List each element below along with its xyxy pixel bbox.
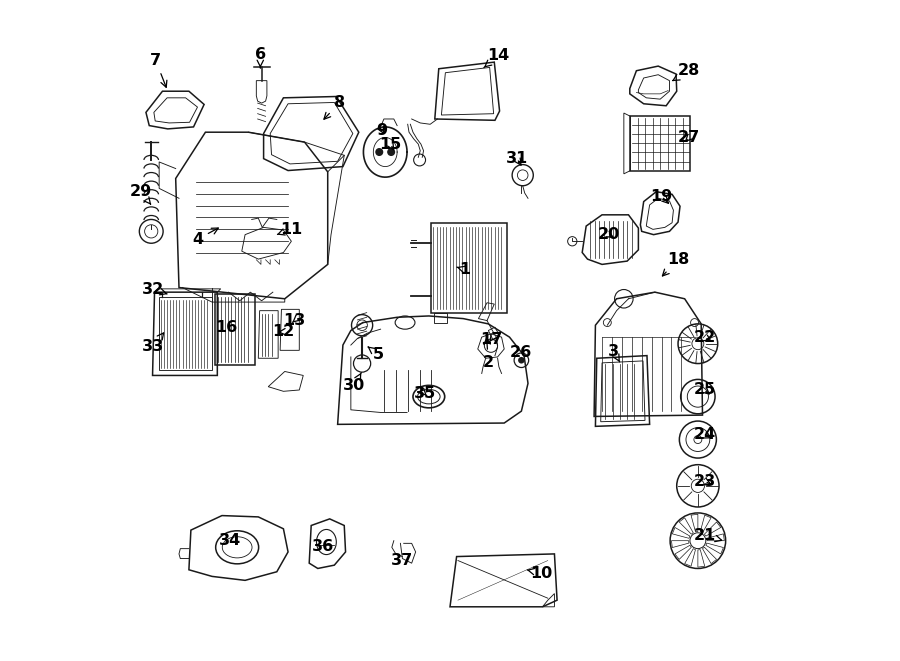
Text: 30: 30 bbox=[343, 373, 365, 393]
Text: 15: 15 bbox=[380, 137, 401, 152]
Text: 33: 33 bbox=[142, 333, 165, 354]
Text: 34: 34 bbox=[219, 533, 241, 547]
Text: 3: 3 bbox=[608, 344, 620, 362]
Text: 6: 6 bbox=[255, 48, 266, 68]
Text: 10: 10 bbox=[527, 566, 553, 580]
Text: 24: 24 bbox=[693, 428, 716, 442]
Text: 22: 22 bbox=[693, 330, 716, 344]
Text: 8: 8 bbox=[324, 95, 346, 119]
Text: 4: 4 bbox=[192, 228, 219, 247]
Text: 27: 27 bbox=[679, 130, 700, 145]
Text: 29: 29 bbox=[130, 184, 152, 204]
Text: 9: 9 bbox=[376, 123, 388, 137]
Text: 25: 25 bbox=[693, 383, 716, 397]
Circle shape bbox=[376, 149, 382, 155]
Text: 17: 17 bbox=[480, 332, 502, 347]
Text: 37: 37 bbox=[392, 553, 413, 568]
Circle shape bbox=[518, 357, 525, 364]
Text: 16: 16 bbox=[215, 320, 238, 334]
Text: 21: 21 bbox=[693, 528, 722, 543]
Text: 12: 12 bbox=[273, 325, 294, 339]
Text: 11: 11 bbox=[277, 222, 302, 237]
Text: 7: 7 bbox=[150, 54, 166, 87]
Text: 32: 32 bbox=[142, 282, 167, 297]
Text: 35: 35 bbox=[414, 387, 436, 401]
Text: 20: 20 bbox=[598, 227, 620, 242]
Text: 28: 28 bbox=[672, 63, 700, 81]
Text: 13: 13 bbox=[284, 313, 306, 328]
Text: 18: 18 bbox=[662, 253, 689, 276]
Text: 23: 23 bbox=[693, 474, 716, 488]
Text: 14: 14 bbox=[484, 48, 509, 67]
Text: 26: 26 bbox=[509, 346, 532, 360]
Circle shape bbox=[388, 149, 394, 155]
Text: 31: 31 bbox=[506, 151, 528, 166]
Text: 1: 1 bbox=[457, 262, 471, 277]
Text: 19: 19 bbox=[651, 189, 672, 204]
Text: 5: 5 bbox=[368, 347, 384, 362]
Text: 2: 2 bbox=[482, 338, 494, 369]
Text: 36: 36 bbox=[312, 539, 334, 554]
